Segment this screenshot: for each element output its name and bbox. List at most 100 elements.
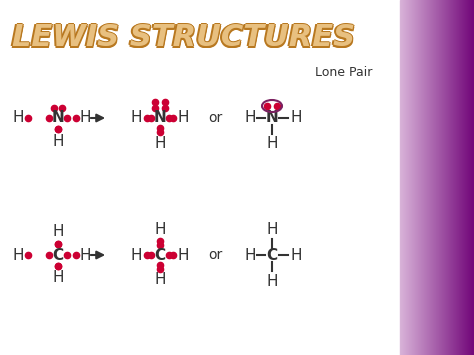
Bar [436, 0, 437, 355]
Text: H: H [52, 133, 64, 148]
Text: H: H [79, 110, 91, 126]
Bar [401, 0, 402, 355]
Bar [413, 0, 414, 355]
Bar [427, 0, 428, 355]
Text: or: or [208, 248, 222, 262]
Text: LEWIS STRUCTURES: LEWIS STRUCTURES [11, 24, 354, 54]
Bar [404, 0, 405, 355]
Bar [455, 0, 456, 355]
Bar [463, 0, 464, 355]
Bar [465, 0, 466, 355]
Bar [437, 0, 438, 355]
Text: N: N [265, 110, 278, 126]
Text: H: H [177, 247, 189, 262]
Text: or: or [208, 111, 222, 125]
Bar [409, 0, 410, 355]
Bar [447, 0, 448, 355]
Bar [425, 0, 426, 355]
Text: H: H [266, 273, 278, 289]
Text: H: H [244, 247, 256, 262]
Bar [439, 0, 440, 355]
Bar [450, 0, 451, 355]
Text: C: C [266, 247, 278, 262]
Text: H: H [177, 110, 189, 126]
Bar [442, 0, 443, 355]
Bar [466, 0, 467, 355]
Text: H: H [154, 223, 166, 237]
Bar [424, 0, 425, 355]
Bar [457, 0, 458, 355]
Bar [471, 0, 472, 355]
Bar [452, 0, 453, 355]
Bar [416, 0, 417, 355]
Bar [443, 0, 444, 355]
Bar [459, 0, 460, 355]
Bar [419, 0, 420, 355]
Text: LEWIS STRUCTURES: LEWIS STRUCTURES [10, 23, 354, 53]
Bar [462, 0, 463, 355]
Bar [403, 0, 404, 355]
Bar [429, 0, 430, 355]
Bar [414, 0, 415, 355]
Bar [473, 0, 474, 355]
Bar [418, 0, 419, 355]
Bar [410, 0, 411, 355]
Bar [444, 0, 445, 355]
Text: C: C [53, 247, 64, 262]
Bar [417, 0, 418, 355]
Text: N: N [154, 110, 166, 126]
Bar [451, 0, 452, 355]
Text: LEWIS STRUCTURES: LEWIS STRUCTURES [12, 25, 355, 54]
Text: H: H [244, 110, 256, 126]
Bar [405, 0, 406, 355]
Bar [438, 0, 439, 355]
Text: Lone Pair: Lone Pair [315, 66, 373, 80]
Text: H: H [130, 110, 142, 126]
Text: H: H [12, 110, 24, 126]
Text: LEWIS STRUCTURES: LEWIS STRUCTURES [13, 24, 356, 54]
Bar [449, 0, 450, 355]
Text: LEWIS STRUCTURES: LEWIS STRUCTURES [11, 22, 354, 51]
Bar [469, 0, 470, 355]
Bar [446, 0, 447, 355]
Text: H: H [290, 110, 302, 126]
Bar [431, 0, 432, 355]
Bar [470, 0, 471, 355]
Text: H: H [79, 247, 91, 262]
Bar [430, 0, 431, 355]
Text: H: H [52, 224, 64, 240]
Text: H: H [130, 247, 142, 262]
Text: H: H [290, 247, 302, 262]
Bar [445, 0, 446, 355]
Bar [423, 0, 424, 355]
Bar [420, 0, 421, 355]
Text: H: H [266, 222, 278, 236]
Bar [406, 0, 407, 355]
Bar [472, 0, 473, 355]
Bar [422, 0, 423, 355]
Text: LEWIS STRUCTURES: LEWIS STRUCTURES [13, 22, 356, 51]
Bar [415, 0, 416, 355]
Bar [440, 0, 441, 355]
Bar [461, 0, 462, 355]
Bar [426, 0, 427, 355]
Bar [400, 0, 401, 355]
Text: H: H [154, 273, 166, 288]
Bar [428, 0, 429, 355]
Text: LEWIS STRUCTURES: LEWIS STRUCTURES [12, 22, 355, 51]
Bar [467, 0, 468, 355]
Bar [411, 0, 412, 355]
Bar [434, 0, 435, 355]
Bar [441, 0, 442, 355]
Text: H: H [266, 137, 278, 152]
Bar [456, 0, 457, 355]
Bar [407, 0, 408, 355]
Bar [453, 0, 454, 355]
Text: LEWIS STRUCTURES: LEWIS STRUCTURES [12, 23, 355, 53]
Text: H: H [52, 271, 64, 285]
Text: N: N [52, 110, 64, 126]
Bar [402, 0, 403, 355]
Bar [468, 0, 469, 355]
Bar [458, 0, 459, 355]
Bar [432, 0, 433, 355]
